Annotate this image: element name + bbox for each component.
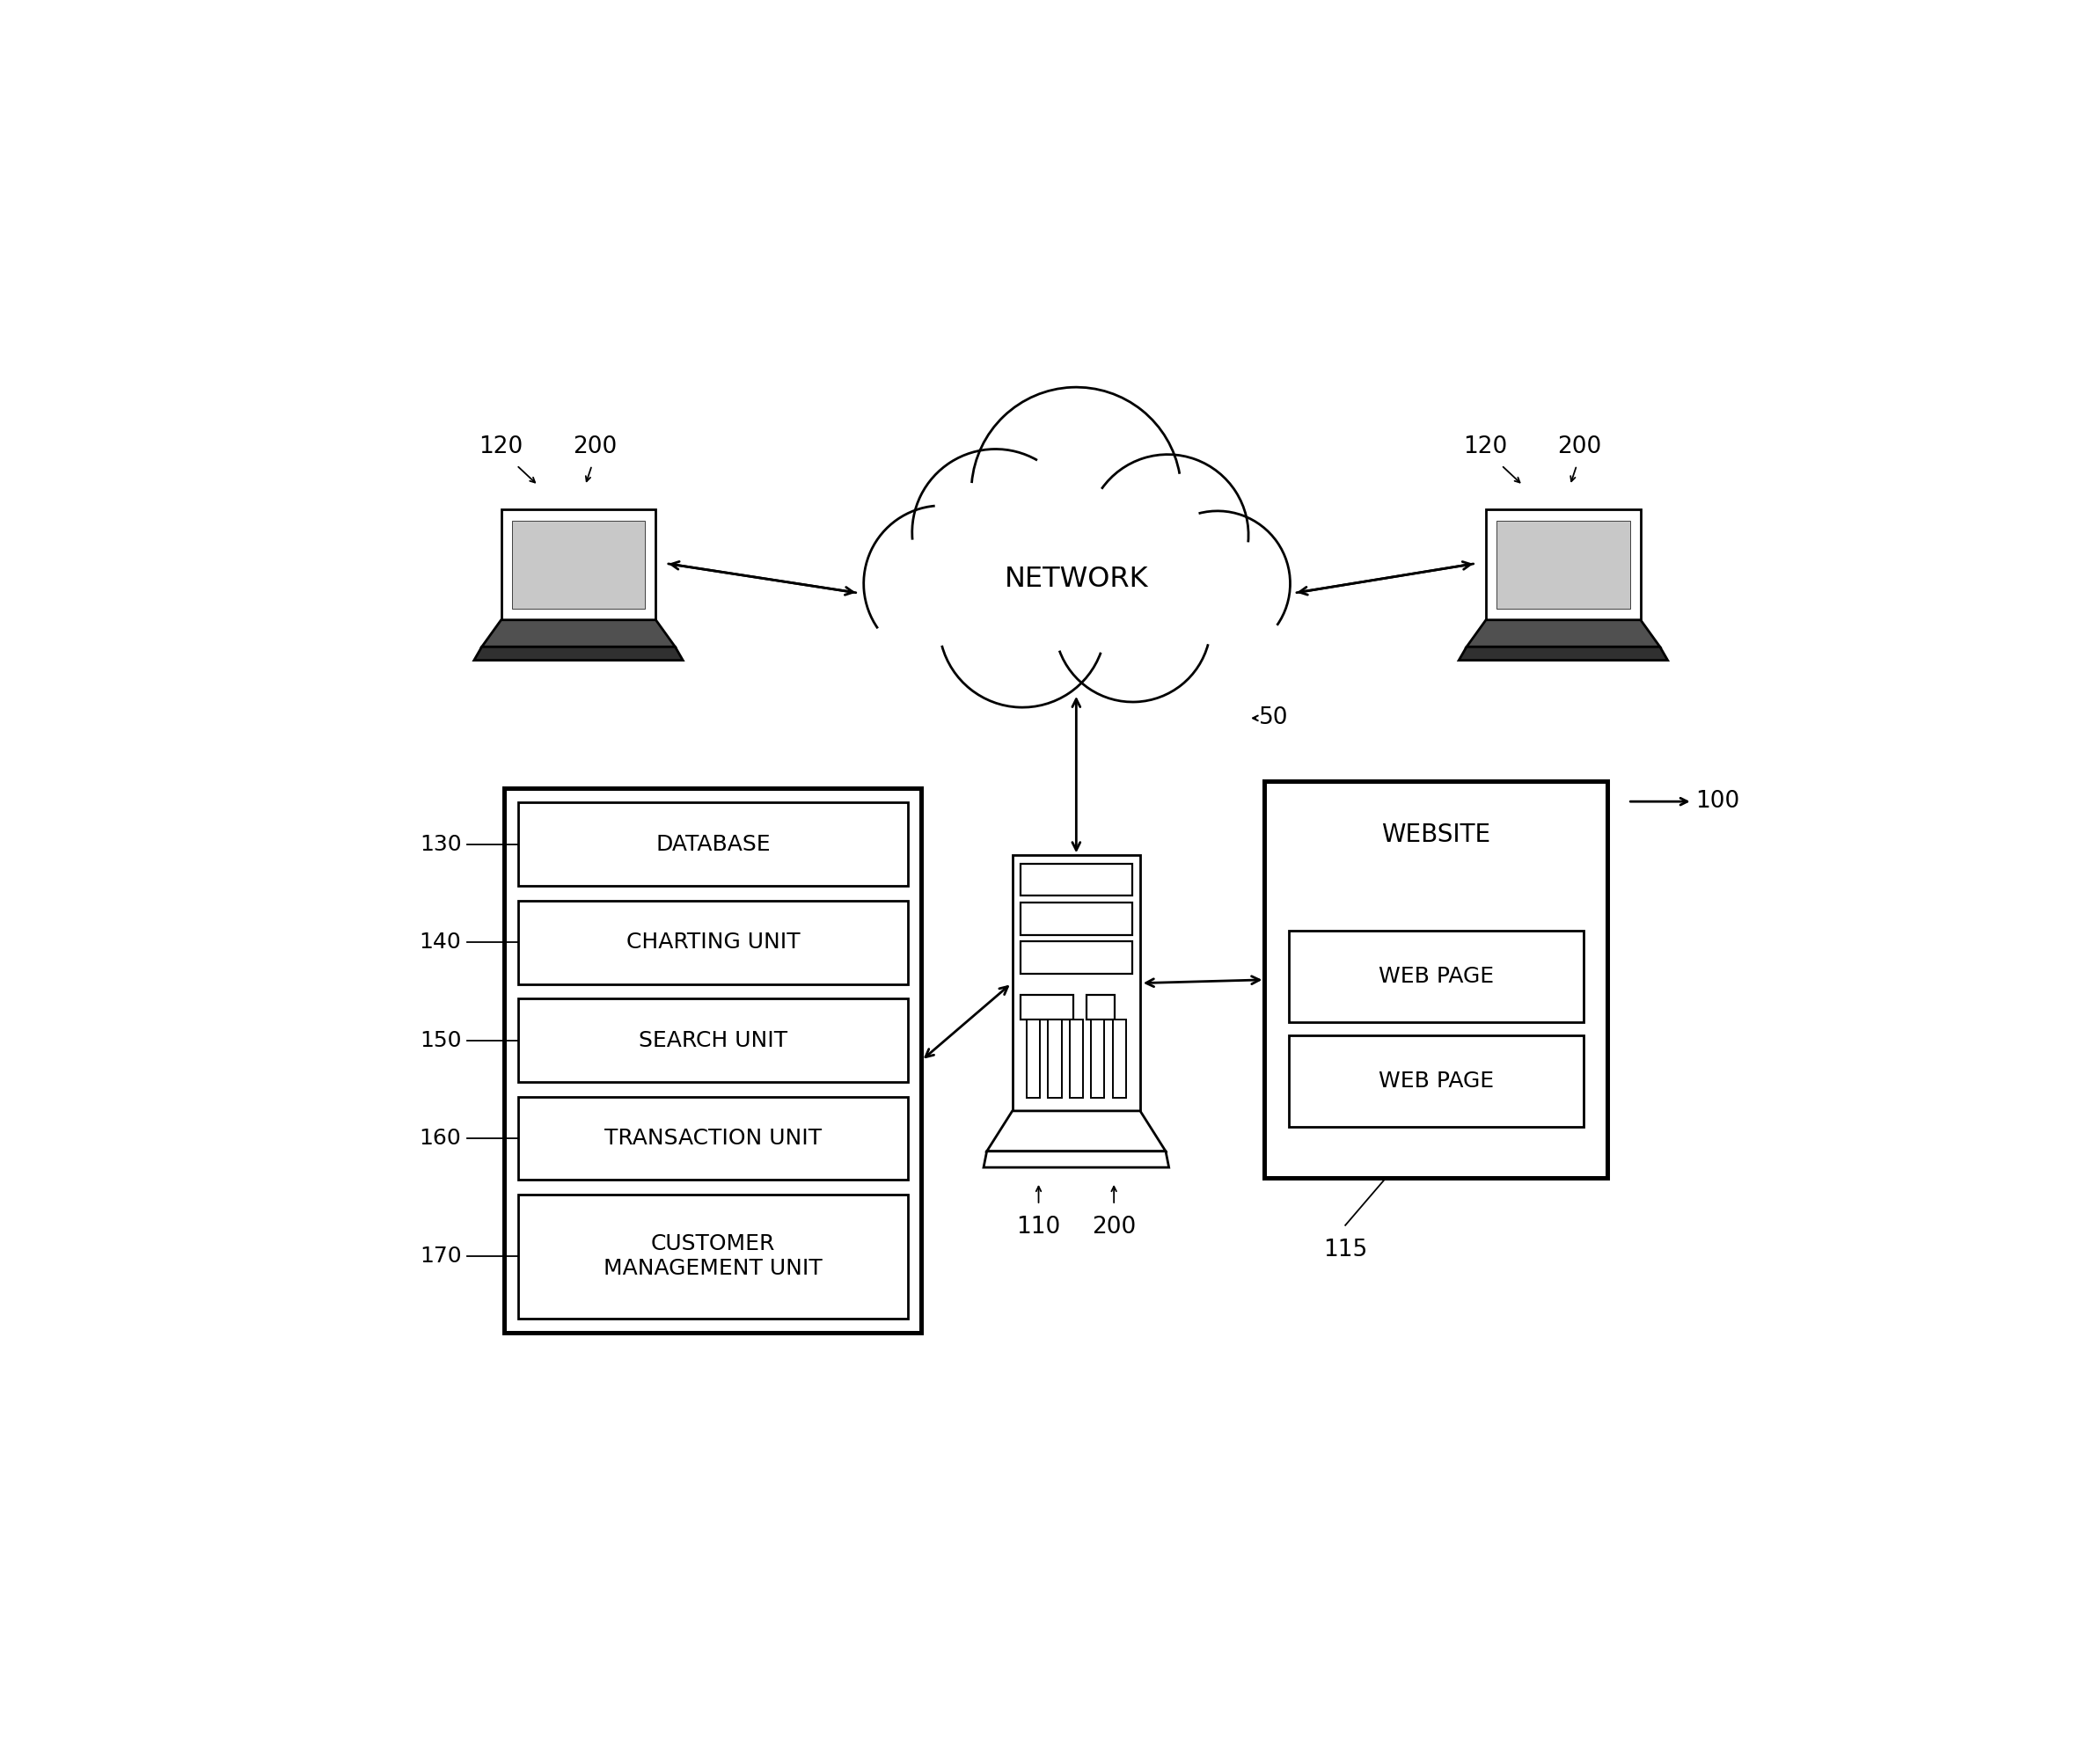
- FancyBboxPatch shape: [1092, 1020, 1105, 1097]
- Circle shape: [985, 508, 1168, 692]
- Circle shape: [972, 388, 1180, 597]
- Text: 200: 200: [1092, 1216, 1136, 1239]
- Text: 140: 140: [420, 931, 462, 952]
- FancyBboxPatch shape: [1088, 996, 1115, 1020]
- FancyBboxPatch shape: [1113, 1020, 1126, 1097]
- Text: NETWORK: NETWORK: [1004, 566, 1149, 594]
- FancyBboxPatch shape: [1289, 931, 1583, 1022]
- FancyBboxPatch shape: [1021, 863, 1132, 896]
- FancyBboxPatch shape: [1497, 521, 1630, 610]
- Circle shape: [1054, 545, 1212, 702]
- Polygon shape: [987, 1111, 1166, 1151]
- FancyBboxPatch shape: [1021, 903, 1132, 935]
- Circle shape: [911, 449, 1079, 617]
- FancyBboxPatch shape: [1048, 1020, 1061, 1097]
- Polygon shape: [1460, 646, 1667, 660]
- FancyBboxPatch shape: [504, 788, 922, 1333]
- Text: 120: 120: [479, 435, 523, 458]
- Text: CUSTOMER
MANAGEMENT UNIT: CUSTOMER MANAGEMENT UNIT: [603, 1233, 823, 1279]
- Text: WEB PAGE: WEB PAGE: [1378, 1071, 1493, 1092]
- Text: 50: 50: [1260, 708, 1289, 730]
- Polygon shape: [475, 646, 682, 660]
- FancyBboxPatch shape: [1021, 996, 1073, 1020]
- FancyBboxPatch shape: [519, 999, 907, 1081]
- Circle shape: [1088, 454, 1250, 617]
- FancyBboxPatch shape: [519, 802, 907, 886]
- Text: 120: 120: [1464, 435, 1508, 458]
- Text: DATABASE: DATABASE: [655, 833, 771, 854]
- Text: 150: 150: [420, 1029, 462, 1052]
- Text: 115: 115: [1323, 1239, 1367, 1261]
- FancyBboxPatch shape: [1027, 1020, 1040, 1097]
- FancyBboxPatch shape: [519, 901, 907, 984]
- FancyBboxPatch shape: [1487, 510, 1640, 620]
- FancyBboxPatch shape: [519, 1195, 907, 1319]
- Text: WEB PAGE: WEB PAGE: [1378, 966, 1493, 987]
- Text: SEARCH UNIT: SEARCH UNIT: [638, 1029, 788, 1052]
- Polygon shape: [1466, 620, 1659, 646]
- Text: 100: 100: [1695, 790, 1739, 812]
- Text: CHARTING UNIT: CHARTING UNIT: [626, 931, 800, 952]
- Text: 160: 160: [420, 1129, 462, 1150]
- Circle shape: [1145, 510, 1289, 657]
- Text: 170: 170: [420, 1246, 462, 1267]
- FancyBboxPatch shape: [512, 521, 645, 610]
- Text: 200: 200: [573, 435, 617, 458]
- Text: WEBSITE: WEBSITE: [1382, 823, 1491, 847]
- Circle shape: [863, 505, 1021, 662]
- Text: 130: 130: [420, 833, 462, 854]
- FancyBboxPatch shape: [1289, 1036, 1583, 1127]
- Text: 110: 110: [1016, 1216, 1060, 1239]
- FancyBboxPatch shape: [1264, 781, 1609, 1177]
- Polygon shape: [481, 620, 676, 646]
- FancyBboxPatch shape: [1069, 1020, 1084, 1097]
- Text: TRANSACTION UNIT: TRANSACTION UNIT: [605, 1129, 821, 1150]
- FancyBboxPatch shape: [1021, 942, 1132, 973]
- Text: 200: 200: [1558, 435, 1602, 458]
- Circle shape: [939, 540, 1107, 708]
- FancyBboxPatch shape: [1012, 856, 1140, 1111]
- FancyBboxPatch shape: [519, 1097, 907, 1179]
- Polygon shape: [983, 1151, 1170, 1167]
- FancyBboxPatch shape: [502, 510, 655, 620]
